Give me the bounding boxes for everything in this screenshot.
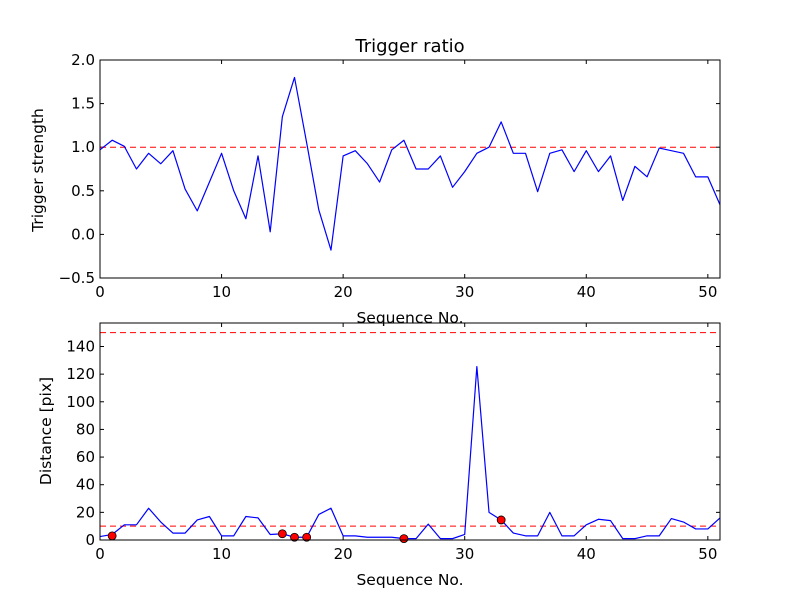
trigger-ratio-ytick-label: 1.5 bbox=[71, 95, 95, 113]
trigger-ratio-frame bbox=[99, 59, 721, 279]
distance-ytick-label: 100 bbox=[66, 393, 95, 411]
distance-ytick-label: 80 bbox=[76, 420, 95, 438]
trigger-ratio-xtick-label: 30 bbox=[455, 283, 474, 301]
distance-ytick-label: 20 bbox=[76, 503, 95, 521]
trigger-ratio-ytick-label: 0.0 bbox=[71, 225, 95, 243]
distance-ytick-label: 40 bbox=[76, 476, 95, 494]
distance-xtick-label: 10 bbox=[212, 545, 231, 563]
distance-xtick-label: 50 bbox=[698, 545, 717, 563]
trigger-ratio-title: Trigger ratio bbox=[354, 36, 464, 57]
trigger-ratio-series bbox=[99, 76, 721, 251]
distance-plot: Sequence No. Distance [pix] 0 10 20 30 40 500… bbox=[37, 322, 721, 589]
distance-marker bbox=[302, 532, 312, 542]
distance-marker bbox=[107, 531, 117, 541]
distance-markers bbox=[107, 515, 506, 544]
trigger-ratio-series-line bbox=[99, 76, 721, 251]
trigger-ratio-ytick-label: 0.5 bbox=[71, 182, 95, 200]
distance-ticks: 0 10 20 30 40 50 0 20 40 60 80 100 120 140 bbox=[66, 323, 720, 563]
distance-ytick-label: 0 bbox=[85, 531, 95, 549]
distance-frame bbox=[99, 322, 721, 541]
trigger-ratio-xtick-label: 20 bbox=[334, 283, 353, 301]
distance-xtick-label: 0 bbox=[95, 545, 105, 563]
trigger-ratio-xtick-label: 50 bbox=[698, 283, 717, 301]
distance-ytick-label: 140 bbox=[66, 337, 95, 355]
distance-xtick-label: 30 bbox=[455, 545, 474, 563]
trigger-ratio-ytick-label: 2.0 bbox=[71, 51, 95, 69]
distance-marker bbox=[277, 529, 287, 539]
trigger-ratio-ylabel: Trigger strength bbox=[29, 108, 47, 233]
distance-series-line bbox=[99, 365, 721, 540]
distance-thresholds bbox=[100, 332, 720, 527]
distance-xtick-label: 40 bbox=[577, 545, 596, 563]
distance-xlabel: Sequence No. bbox=[356, 571, 463, 589]
distance-series bbox=[99, 365, 721, 540]
trigger-ratio-ticks: 0 10 20 30 40 50 −0.5 0.0 0.5 1.0 1.5 2.0 bbox=[59, 51, 720, 301]
trigger-ratio-xtick-label: 0 bbox=[95, 283, 105, 301]
trigger-ratio-ytick-label: −0.5 bbox=[59, 269, 95, 287]
distance-marker bbox=[290, 532, 299, 542]
trigger-ratio-xlabel: Sequence No. bbox=[356, 309, 463, 327]
distance-xtick-label: 20 bbox=[334, 545, 353, 563]
trigger-ratio-plot: Trigger ratio Sequence No. Trigger stren… bbox=[29, 36, 721, 327]
distance-ylabel: Distance [pix] bbox=[37, 377, 55, 485]
trigger-ratio-xtick-label: 40 bbox=[577, 283, 596, 301]
distance-marker bbox=[496, 515, 506, 525]
trigger-ratio-ytick-label: 1.0 bbox=[71, 138, 95, 156]
distance-marker bbox=[399, 534, 409, 544]
trigger-ratio-xtick-label: 10 bbox=[212, 283, 231, 301]
distance-ytick-label: 120 bbox=[66, 365, 95, 383]
distance-ytick-label: 60 bbox=[76, 448, 95, 466]
